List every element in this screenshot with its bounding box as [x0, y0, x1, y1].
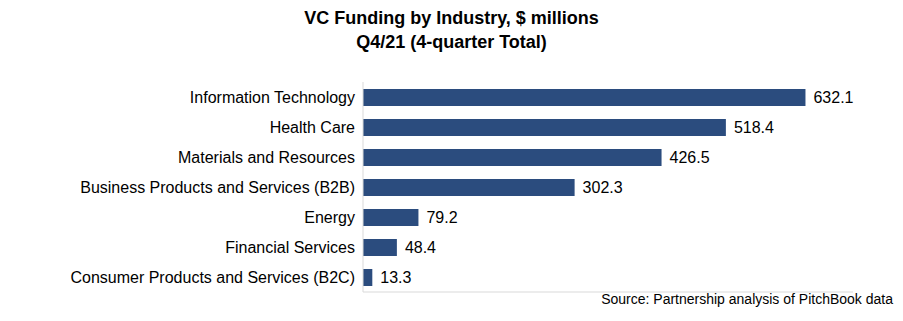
- svg-text:79.2: 79.2: [426, 209, 457, 226]
- svg-text:Energy: Energy: [304, 209, 355, 226]
- html-text:Source: Partnership analysis o: Source: Partnership analysis of PitchBoo…: [601, 291, 893, 307]
- html-text:Q4/21 (4-quarter Total): Q4/21 (4-quarter Total): [356, 32, 547, 52]
- svg-text:13.3: 13.3: [380, 269, 411, 286]
- html-text:VC Funding by Industry, $ mill: VC Funding by Industry, $ millions: [304, 8, 599, 28]
- svg-text:Consumer Products and Services: Consumer Products and Services (B2C): [70, 269, 355, 286]
- svg-text:Health Care: Health Care: [270, 119, 355, 136]
- svg-text:302.3: 302.3: [583, 179, 623, 196]
- svg-text:Business Products and Services: Business Products and Services (B2B): [80, 179, 355, 196]
- svg-text:Materials and Resources: Materials and Resources: [178, 149, 355, 166]
- svg-text:Information Technology: Information Technology: [190, 89, 355, 106]
- svg-text:Financial Services: Financial Services: [225, 239, 355, 256]
- svg-text:518.4: 518.4: [734, 119, 774, 136]
- svg-text:632.1: 632.1: [813, 89, 853, 106]
- svg-text:426.5: 426.5: [670, 149, 710, 166]
- svg-text:48.4: 48.4: [405, 239, 436, 256]
